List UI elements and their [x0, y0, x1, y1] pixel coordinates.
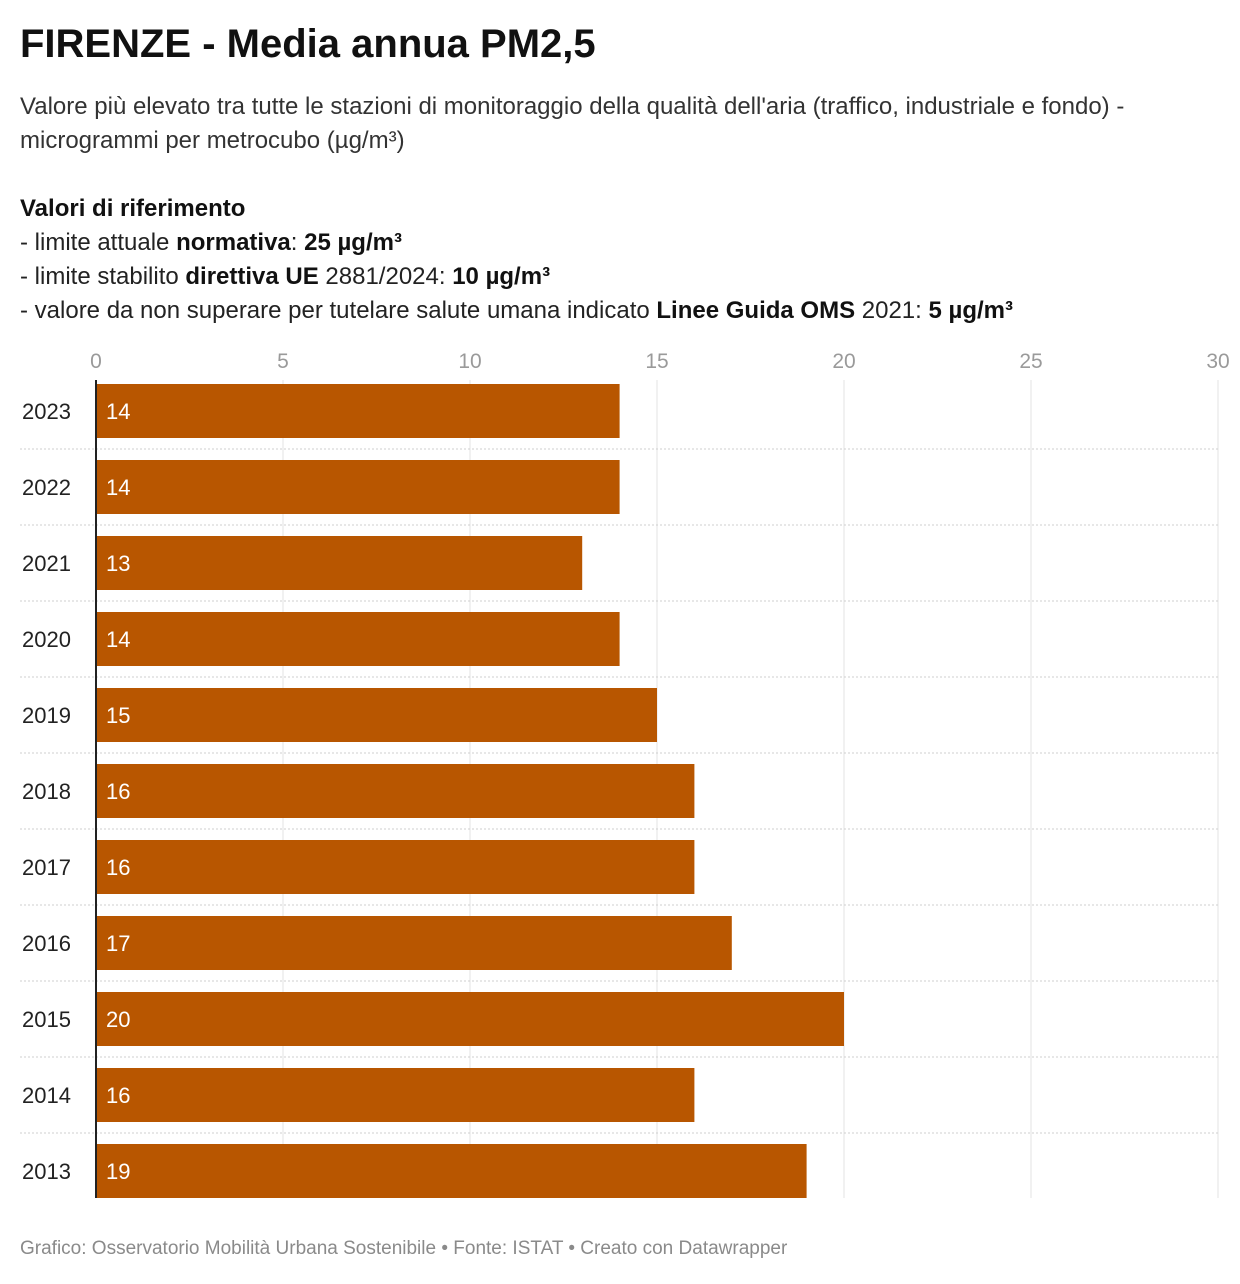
bar: [96, 840, 695, 894]
y-category-label: 2021: [22, 551, 71, 576]
reference-line-direttiva-ue: - limite stabilito direttiva UE 2881/202…: [20, 260, 1230, 294]
bar-value-label: 14: [106, 475, 130, 500]
x-tick-label: 0: [90, 350, 102, 373]
reference-heading: Valori di riferimento: [20, 195, 246, 222]
bar: [96, 688, 657, 742]
bar: [96, 1144, 807, 1198]
reference-values: Valori di riferimento - limite attuale n…: [20, 192, 1230, 328]
bar-value-label: 14: [106, 627, 130, 652]
ref-text: - valore da non superare per tutelare sa…: [20, 297, 657, 324]
chart-subtitle: Valore più elevato tra tutte le stazioni…: [20, 93, 1125, 154]
ref-bold: normativa: [176, 229, 291, 256]
x-tick-label: 15: [645, 350, 668, 373]
bar-value-label: 20: [106, 1007, 130, 1032]
x-tick-label: 20: [832, 350, 855, 373]
bar-value-label: 13: [106, 551, 130, 576]
y-category-label: 2014: [22, 1083, 71, 1108]
bar: [96, 460, 620, 514]
bar-value-label: 16: [106, 779, 130, 804]
ref-text: - limite stabilito: [20, 263, 186, 290]
ref-text: 2881/2024:: [318, 263, 453, 290]
bar: [96, 992, 844, 1046]
bar: [96, 536, 583, 590]
bar-value-label: 19: [106, 1159, 130, 1184]
y-category-label: 2018: [22, 779, 71, 804]
bar-value-label: 16: [106, 1083, 130, 1108]
bar-value-label: 15: [106, 703, 130, 728]
bar: [96, 384, 620, 438]
bar: [96, 1068, 695, 1122]
ref-value: 5 µg/m³: [928, 297, 1014, 324]
ref-text: - limite attuale: [20, 229, 177, 256]
bar: [96, 764, 695, 818]
y-category-label: 2013: [22, 1159, 71, 1184]
ref-text: 2021:: [855, 297, 929, 324]
ref-bold: direttiva UE: [185, 263, 319, 290]
ref-value: 25 µg/m³: [304, 229, 402, 256]
chart-title: FIRENZE - Media annua PM2,5: [20, 22, 596, 66]
x-tick-label: 30: [1206, 350, 1229, 373]
y-category-label: 2017: [22, 855, 71, 880]
bar: [96, 612, 620, 666]
ref-bold: Linee Guida OMS: [656, 297, 856, 324]
chart-footer: Grafico: Osservatorio Mobilità Urbana So…: [20, 1238, 788, 1259]
ref-value: 10 µg/m³: [452, 263, 551, 290]
reference-line-normativa: - limite attuale normativa: 25 µg/m³: [20, 226, 1230, 260]
y-category-label: 2019: [22, 703, 71, 728]
reference-line-oms: - valore da non superare per tutelare sa…: [20, 294, 1230, 328]
bar-value-label: 17: [106, 931, 130, 956]
y-category-label: 2020: [22, 627, 71, 652]
x-tick-label: 10: [458, 350, 481, 373]
bar-value-label: 14: [106, 399, 130, 424]
bar: [96, 916, 732, 970]
y-category-label: 2022: [22, 475, 71, 500]
x-tick-label: 5: [277, 350, 289, 373]
ref-text: :: [290, 229, 305, 256]
bar-value-label: 16: [106, 855, 130, 880]
x-tick-label: 25: [1019, 350, 1042, 373]
y-category-label: 2023: [22, 399, 71, 424]
y-category-label: 2015: [22, 1007, 71, 1032]
y-category-label: 2016: [22, 931, 71, 956]
